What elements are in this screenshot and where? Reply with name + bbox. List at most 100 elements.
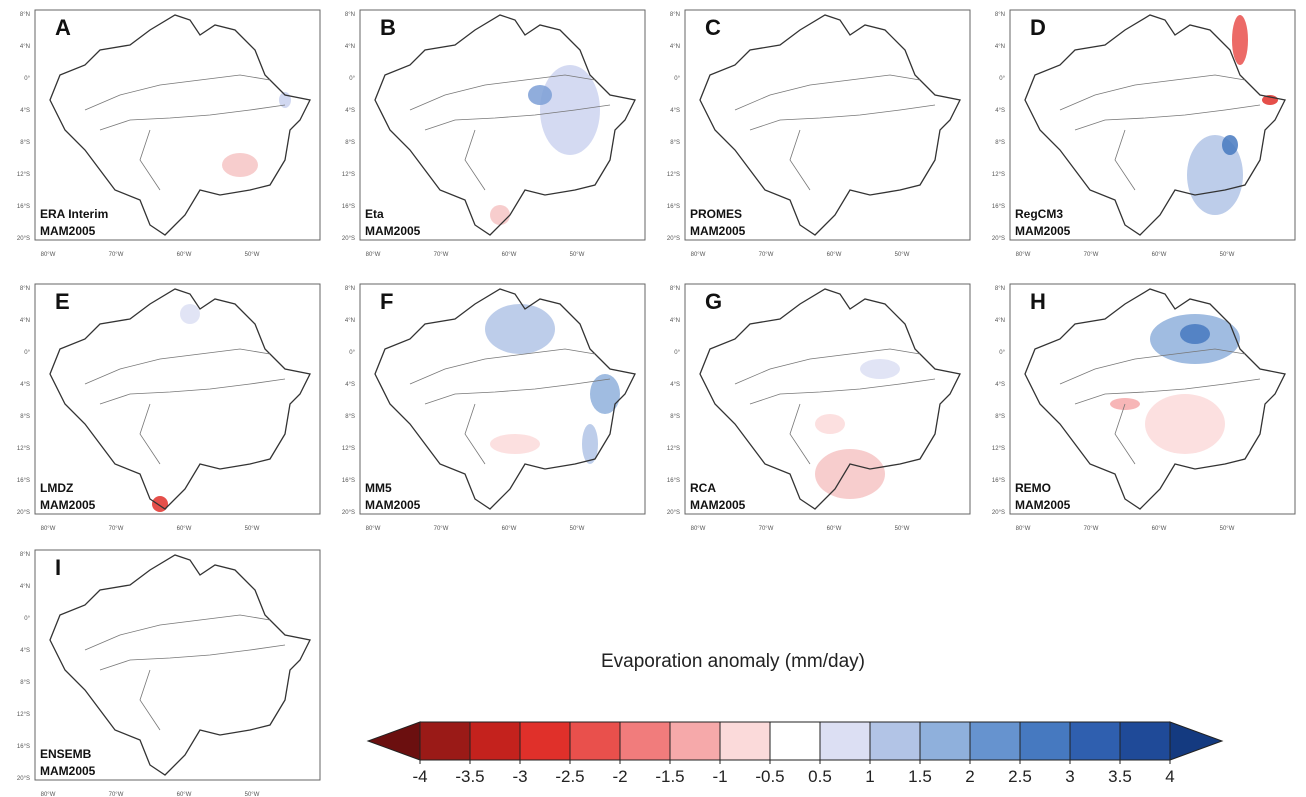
- colorbar-box: [869, 721, 921, 761]
- colorbar-box: [719, 721, 771, 761]
- model-name: ENSEMB: [40, 747, 92, 761]
- anomaly-area: [1232, 15, 1248, 65]
- colorbar-box: [669, 721, 721, 761]
- map-panel: 8°N 4°N 0° 4°S 8°S 12°S 16°S 20°S 80°W 70°W 60°W 50…: [342, 283, 646, 532]
- colorbar-box: [569, 721, 621, 761]
- lon-label: 60°W: [827, 252, 842, 258]
- lat-label: 8°S: [345, 414, 355, 420]
- lat-label: 0°: [999, 350, 1005, 356]
- map-panel: 8°N 4°N 0° 4°S 8°S 12°S 16°S 20°S 80°W 70°W 60°W 50…: [342, 9, 646, 258]
- lon-label: 70°W: [434, 526, 449, 532]
- colorbar-extend-low: [366, 721, 421, 761]
- colorbar-box: [969, 721, 1021, 761]
- period: MAM2005: [365, 498, 421, 512]
- lon-label: 50°W: [1220, 526, 1235, 532]
- lat-label: 12°S: [17, 172, 30, 178]
- lat-label: 4°S: [20, 382, 30, 388]
- anomaly-area: [485, 304, 555, 354]
- lon-label: 70°W: [1084, 526, 1099, 532]
- lon-label: 70°W: [109, 252, 124, 258]
- model-name: RCA: [690, 481, 716, 495]
- map-frame: [34, 549, 321, 781]
- colorbar-box: [819, 721, 871, 761]
- map-panel: 8°N 4°N 0° 4°S 8°S 12°S 16°S 20°S 80°W 70°W 60°W 50…: [17, 283, 321, 532]
- lat-label: 8°N: [995, 286, 1005, 292]
- lon-label: 50°W: [245, 526, 260, 532]
- map-panel: 8°N 4°N 0° 4°S 8°S 12°S 16°S 20°S 80°W 70°W 60°W 50…: [667, 283, 971, 532]
- lon-label: 70°W: [109, 526, 124, 532]
- map-frame: [34, 9, 321, 241]
- lat-label: 8°N: [20, 286, 30, 292]
- anomaly-area: [1222, 135, 1238, 155]
- anomaly-area: [180, 304, 200, 324]
- colorbar-tick-label: 0.5: [808, 767, 832, 786]
- panel-letter: A: [55, 15, 71, 40]
- anomaly-area: [1145, 394, 1225, 454]
- period: MAM2005: [690, 498, 746, 512]
- panel-letter: C: [705, 15, 721, 40]
- period: MAM2005: [40, 764, 96, 778]
- map-frame: [684, 9, 971, 241]
- lat-label: 8°N: [995, 12, 1005, 18]
- lat-label: 16°S: [17, 478, 30, 484]
- colorbar-box: [1019, 721, 1071, 761]
- lat-label: 4°N: [995, 318, 1005, 324]
- lat-label: 16°S: [992, 204, 1005, 210]
- lon-label: 70°W: [1084, 252, 1099, 258]
- colorbar-box: [919, 721, 971, 761]
- model-name: PROMES: [690, 207, 742, 221]
- anomaly-area: [490, 205, 510, 225]
- lat-label: 4°S: [670, 108, 680, 114]
- lat-label: 8°S: [670, 414, 680, 420]
- lon-label: 60°W: [177, 252, 192, 258]
- model-name: RegCM3: [1015, 207, 1063, 221]
- lat-label: 16°S: [17, 204, 30, 210]
- lat-label: 8°N: [670, 286, 680, 292]
- anomaly-area: [490, 434, 540, 454]
- anomaly-area: [582, 424, 598, 464]
- map-frame: [1009, 9, 1296, 241]
- anomaly-area: [152, 496, 168, 512]
- lat-label: 4°N: [670, 44, 680, 50]
- colorbar-tick-label: -3: [512, 767, 527, 786]
- lat-label: 4°N: [20, 584, 30, 590]
- lon-label: 80°W: [691, 526, 706, 532]
- lat-label: 12°S: [342, 446, 355, 452]
- lat-label: 8°S: [20, 414, 30, 420]
- lon-label: 70°W: [759, 252, 774, 258]
- lat-label: 12°S: [17, 712, 30, 718]
- model-name: Eta: [365, 207, 384, 221]
- panel-letter: E: [55, 289, 70, 314]
- lat-label: 8°N: [20, 12, 30, 18]
- period: MAM2005: [1015, 224, 1071, 238]
- map-panel: 8°N 4°N 0° 4°S 8°S 12°S 16°S 20°S 80°W 70°W 60°W 50…: [17, 549, 321, 797]
- model-name: REMO: [1015, 481, 1051, 495]
- lon-label: 50°W: [245, 252, 260, 258]
- lat-label: 4°S: [995, 382, 1005, 388]
- colorbar-box: [1069, 721, 1121, 761]
- anomaly-area: [860, 359, 900, 379]
- model-name: ERA Interim: [40, 207, 108, 221]
- lon-label: 50°W: [570, 252, 585, 258]
- lon-label: 50°W: [245, 792, 260, 797]
- lon-label: 60°W: [1152, 252, 1167, 258]
- lat-label: 4°S: [20, 108, 30, 114]
- lon-label: 70°W: [109, 792, 124, 797]
- anomaly-area: [1187, 135, 1243, 215]
- lat-label: 8°S: [995, 140, 1005, 146]
- colorbar-box: [469, 721, 521, 761]
- lat-label: 16°S: [667, 478, 680, 484]
- lat-label: 8°N: [670, 12, 680, 18]
- lat-label: 4°S: [345, 108, 355, 114]
- lat-label: 8°N: [345, 12, 355, 18]
- lat-label: 16°S: [342, 204, 355, 210]
- panel-letter: D: [1030, 15, 1046, 40]
- colorbar-box: [519, 721, 571, 761]
- anomaly-area: [815, 449, 885, 499]
- period: MAM2005: [40, 498, 96, 512]
- colorbar-tick-label: 3: [1065, 767, 1074, 786]
- colorbar-tick-label: 2: [965, 767, 974, 786]
- colorbar-tick-label: 1: [865, 767, 874, 786]
- colorbar-box: [769, 721, 821, 761]
- lat-label: 8°N: [345, 286, 355, 292]
